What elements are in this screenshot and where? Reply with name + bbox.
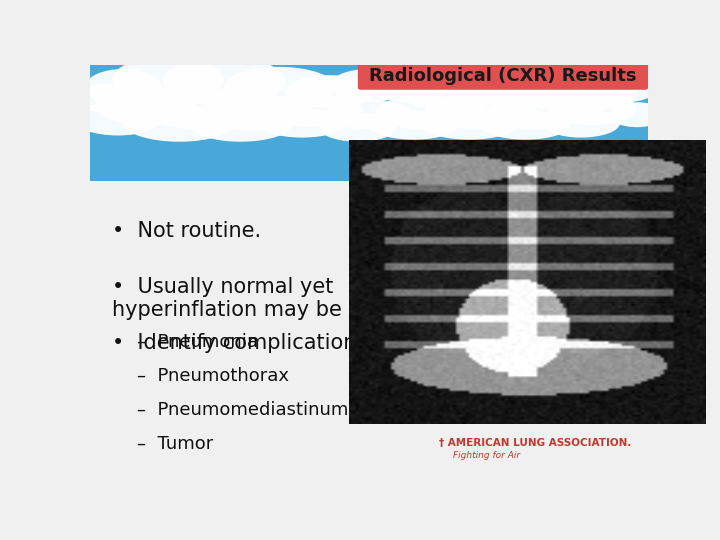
Ellipse shape: [73, 84, 140, 113]
Ellipse shape: [364, 65, 453, 102]
FancyBboxPatch shape: [90, 65, 648, 181]
Ellipse shape: [374, 96, 475, 129]
Ellipse shape: [542, 109, 620, 138]
Text: –  Pneumothorax: – Pneumothorax: [138, 367, 289, 385]
Text: –  Pneumomediastinum: – Pneumomediastinum: [138, 401, 348, 419]
Text: •  Usually normal yet
hyperinflation may be present: • Usually normal yet hyperinflation may …: [112, 277, 428, 320]
Ellipse shape: [609, 102, 665, 127]
Ellipse shape: [319, 113, 397, 141]
Ellipse shape: [324, 100, 413, 129]
Ellipse shape: [112, 57, 224, 102]
Ellipse shape: [224, 67, 336, 109]
Ellipse shape: [548, 92, 637, 125]
Ellipse shape: [492, 67, 603, 109]
Ellipse shape: [419, 106, 520, 140]
Ellipse shape: [285, 75, 374, 109]
Ellipse shape: [84, 69, 163, 106]
Text: •  Identify complications: • Identify complications: [112, 333, 368, 353]
Ellipse shape: [592, 69, 660, 102]
Ellipse shape: [258, 109, 346, 138]
Ellipse shape: [140, 87, 263, 129]
Text: Fighting for Air: Fighting for Air: [453, 451, 520, 460]
Ellipse shape: [163, 57, 285, 106]
Ellipse shape: [124, 104, 235, 141]
Ellipse shape: [486, 96, 587, 129]
Ellipse shape: [330, 69, 408, 102]
Text: •  Not routine.: • Not routine.: [112, 221, 261, 241]
Ellipse shape: [425, 92, 536, 129]
Ellipse shape: [73, 102, 163, 136]
Ellipse shape: [369, 111, 458, 140]
Text: Radiological (CXR) Results: Radiological (CXR) Results: [369, 68, 636, 85]
Ellipse shape: [481, 111, 570, 140]
FancyBboxPatch shape: [358, 63, 648, 90]
Ellipse shape: [202, 94, 313, 131]
Ellipse shape: [397, 69, 508, 111]
Ellipse shape: [548, 73, 637, 111]
Text: –  Pneumonia: – Pneumonia: [138, 333, 258, 351]
Ellipse shape: [190, 109, 291, 141]
Ellipse shape: [96, 87, 196, 125]
Text: † AMERICAN LUNG ASSOCIATION.: † AMERICAN LUNG ASSOCIATION.: [438, 438, 631, 448]
Text: –  Tumor: – Tumor: [138, 435, 214, 453]
Ellipse shape: [436, 58, 559, 104]
Ellipse shape: [263, 94, 364, 127]
